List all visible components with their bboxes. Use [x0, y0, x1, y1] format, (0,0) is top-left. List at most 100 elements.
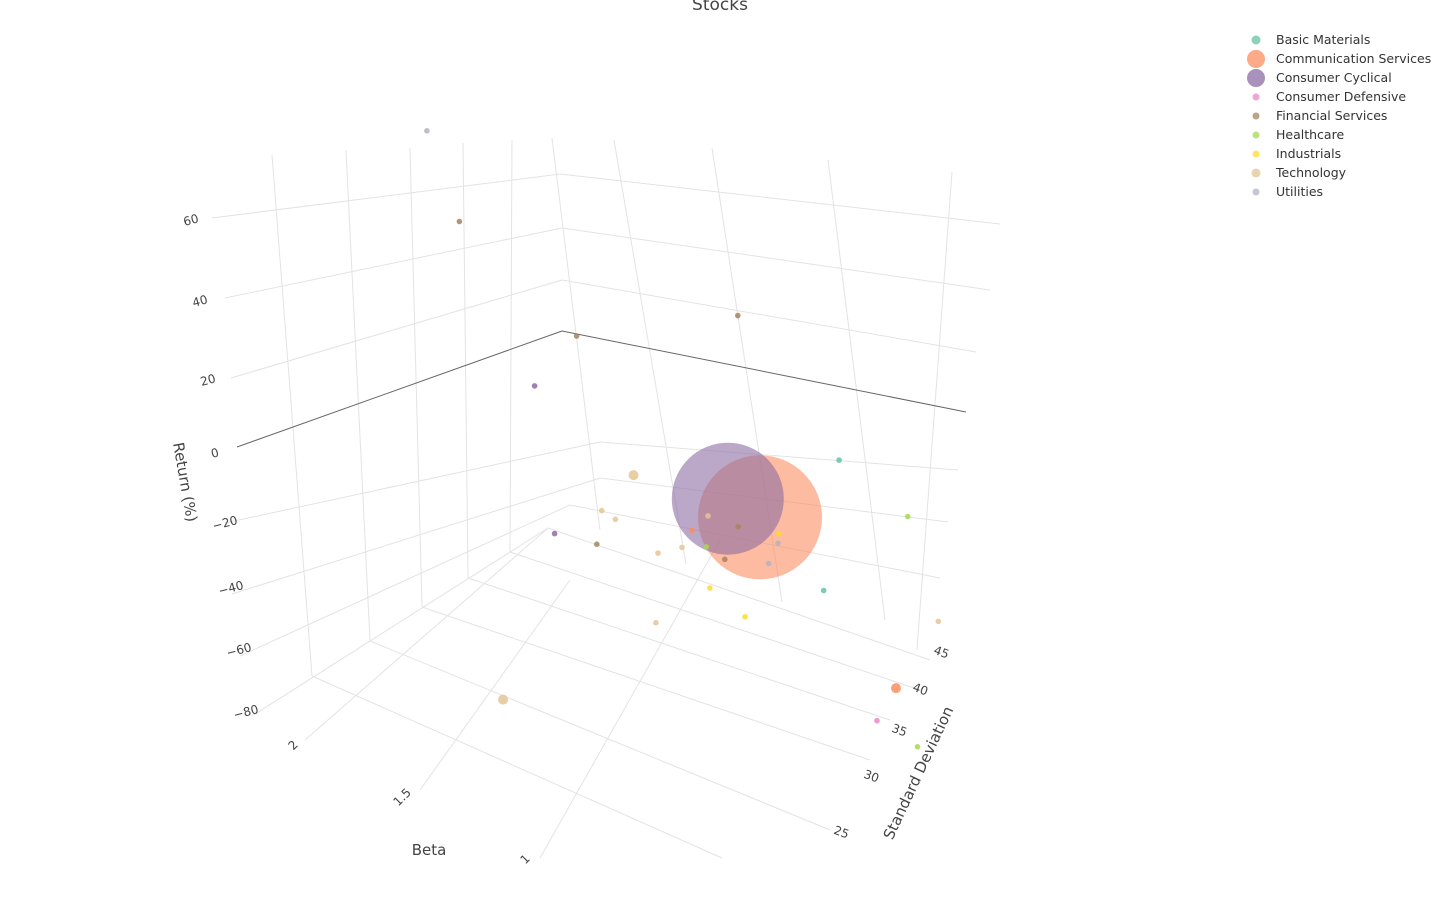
data-point[interactable] [820, 587, 827, 594]
legend-item[interactable]: Consumer Cyclical [1245, 68, 1440, 87]
data-point[interactable] [705, 513, 711, 519]
legend-marker-icon [1251, 35, 1261, 44]
data-point[interactable] [722, 556, 728, 563]
grid-line-return [559, 173, 1001, 225]
legend-label: Communication Services [1276, 51, 1432, 66]
z-tick-label: 20 [199, 371, 217, 388]
data-point[interactable] [707, 585, 713, 591]
legend-marker-icon [1251, 168, 1261, 177]
data-point[interactable] [742, 614, 748, 620]
data-point[interactable] [904, 513, 911, 520]
x-axis-title: Standard Deviation [880, 703, 957, 842]
data-point[interactable] [551, 530, 558, 537]
grid-line-return [239, 504, 571, 657]
data-point[interactable] [594, 541, 600, 547]
grid-line-vertical [271, 154, 313, 677]
data-point[interactable] [776, 530, 782, 537]
data-point[interactable] [531, 383, 538, 389]
legend-item[interactable]: Communication Services [1245, 49, 1440, 68]
data-point[interactable] [424, 128, 430, 134]
legend-item[interactable]: Healthcare [1245, 125, 1440, 144]
z-axis-title: Return (%) [169, 441, 201, 523]
z-tick-label: 0 [209, 445, 220, 461]
legend-item[interactable]: Financial Services [1245, 106, 1440, 125]
z-tick-label: 40 [191, 292, 209, 309]
zero-line-left [236, 330, 563, 448]
grid-line-sd [421, 606, 871, 761]
grid-line-sd [369, 640, 831, 831]
data-point[interactable] [874, 717, 880, 724]
x-tick-label: 45 [932, 643, 951, 661]
legend-label: Financial Services [1276, 108, 1388, 123]
z-tick-label: −40 [217, 578, 245, 598]
chart-title: Stocks [692, 0, 748, 15]
grid-line-sd [467, 577, 891, 721]
data-point[interactable] [765, 560, 772, 567]
data-point[interactable] [735, 524, 741, 530]
z-tick-label: −80 [232, 702, 260, 722]
grid-line-return [231, 477, 601, 595]
grid-line-sd [311, 675, 723, 859]
tick-labels: 60 40 20 0 −20 −40 −60 −80 1 1.5 2 25 30 35 40 45 [182, 211, 951, 866]
legend-label: Utilities [1276, 184, 1324, 199]
legend-label: Basic Materials [1276, 32, 1371, 47]
grid-line-vertical [462, 142, 469, 579]
x-tick-label: 35 [890, 721, 909, 739]
grid-line-return [211, 173, 561, 219]
zero-line-right [561, 330, 967, 413]
legend-item[interactable]: Consumer Defensive [1245, 87, 1440, 106]
legend-label: Healthcare [1276, 127, 1345, 142]
data-points [424, 128, 942, 750]
data-point[interactable] [498, 694, 509, 705]
y-tick-label: 1.5 [390, 785, 413, 808]
data-point[interactable] [456, 218, 463, 225]
legend-item[interactable]: Technology [1245, 163, 1440, 182]
data-point[interactable] [735, 312, 741, 319]
x-tick-label: 40 [911, 680, 930, 698]
data-point[interactable] [703, 544, 710, 550]
grid-line-return [224, 441, 601, 524]
grid-line-return [561, 227, 991, 291]
data-point[interactable] [775, 540, 781, 547]
grid-line-vertical [509, 139, 513, 553]
grid-line-beta [419, 579, 571, 791]
z-tick-label: −60 [225, 640, 253, 660]
data-point[interactable] [573, 333, 580, 339]
legend-marker-icon [1247, 49, 1265, 68]
data-point[interactable] [612, 516, 619, 523]
grid-line-return [599, 441, 959, 471]
data-point[interactable] [836, 457, 842, 463]
legend-item[interactable]: Industrials [1245, 144, 1440, 163]
y-axis-title: Beta [412, 841, 447, 859]
y-tick-label: 1 [518, 852, 533, 867]
legend-item[interactable]: Utilities [1245, 182, 1440, 201]
legend-marker-icon [1252, 112, 1260, 119]
legend-label: Technology [1276, 165, 1347, 180]
data-point[interactable] [671, 442, 784, 555]
data-point[interactable] [628, 470, 639, 481]
data-point[interactable] [914, 744, 921, 750]
grid-line-vertical [916, 171, 953, 651]
grid-line-beta [304, 527, 549, 741]
legend-marker-icon [1252, 188, 1260, 195]
data-point[interactable] [689, 527, 695, 534]
data-point[interactable] [891, 683, 901, 694]
legend-item[interactable]: Basic Materials [1245, 30, 1440, 49]
grid-line-return [561, 279, 977, 353]
data-point[interactable] [655, 550, 661, 556]
legend-label: Industrials [1276, 146, 1342, 161]
data-point[interactable] [935, 618, 942, 625]
legend-marker-icon [1247, 68, 1265, 87]
data-point[interactable] [679, 544, 685, 551]
grid-line-vertical [409, 147, 423, 608]
legend-label: Consumer Cyclical [1276, 70, 1392, 85]
data-point[interactable] [598, 507, 605, 514]
z-tick-label: 60 [182, 211, 200, 228]
axis-titles: Standard Deviation Beta Return (%) [169, 441, 957, 859]
legend-marker-icon [1252, 93, 1260, 100]
grid-line-return [224, 227, 563, 299]
legend-marker-icon [1252, 150, 1260, 157]
z-tick-label: −20 [211, 513, 239, 533]
data-point[interactable] [653, 619, 659, 626]
